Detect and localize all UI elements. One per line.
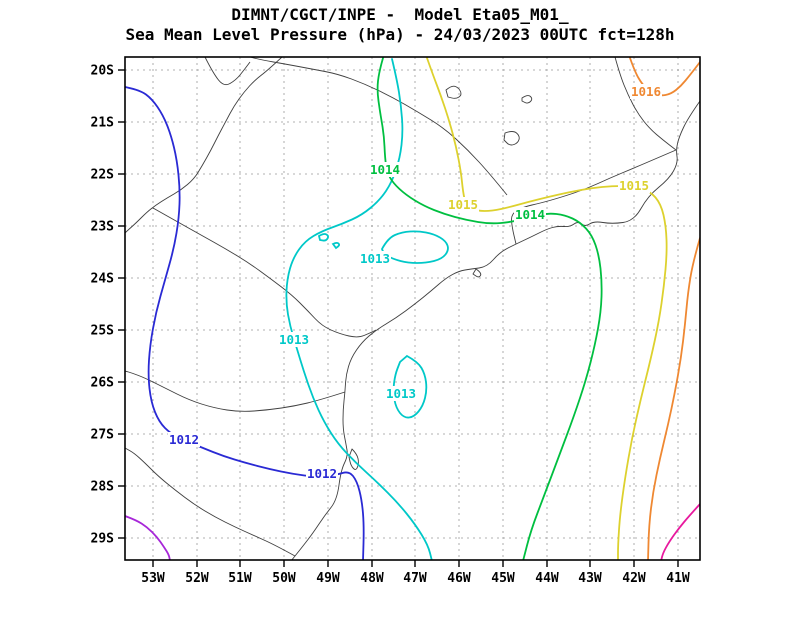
isobar-1013: [381, 230, 449, 264]
isobar-label: 1012: [169, 432, 199, 447]
coastline-and-borders: [125, 57, 700, 560]
isobar-contours: [125, 57, 700, 560]
isobar-label: 1014: [515, 207, 545, 222]
y-tick-label: 28S: [91, 480, 115, 495]
map-frame: [124, 56, 701, 561]
geo-lake-3: [521, 95, 533, 104]
isobar-label-bg: [369, 162, 401, 177]
isobar-1013: [317, 233, 329, 242]
isobar-label-bg: [306, 466, 338, 481]
x-tick-label: 52W: [185, 571, 209, 586]
y-tick-label: 25S: [91, 324, 115, 339]
isobar-label-bg: [359, 251, 391, 266]
x-tick-label: 41W: [666, 571, 690, 586]
axis-ticks-and-labels: 53W 52W 51W 50W 49W 48W 47W 46W 45W 44W 43W 42W 41W 2…: [91, 64, 690, 587]
x-tick-label: 45W: [491, 571, 515, 586]
y-tick-label: 20S: [91, 64, 115, 79]
geo-border-sc-rs: [125, 447, 296, 557]
x-tick-label: 48W: [360, 571, 384, 586]
lat-lon-gridlines: [125, 57, 700, 560]
isobar-label: 1013: [386, 386, 416, 401]
isobar-label-bg: [514, 207, 546, 222]
geo-florianopolis-island: [348, 448, 359, 470]
y-tick-label: 24S: [91, 272, 115, 287]
isobar-label-bg: [168, 432, 200, 447]
y-tick-label: 29S: [91, 532, 115, 547]
isobar-label: 1012: [307, 466, 337, 481]
isobar-1014: [376, 57, 603, 560]
x-tick-label: 42W: [622, 571, 646, 586]
y-tick-label: 27S: [91, 428, 115, 443]
geo-ilhabela-island: [472, 268, 482, 278]
isobar-label-bg: [630, 84, 662, 99]
isobar-1015: [426, 57, 668, 560]
x-tick-label: 50W: [272, 571, 296, 586]
isobar-1011: [125, 515, 171, 560]
x-tick-label: 47W: [403, 571, 427, 586]
isobar-1016: [629, 57, 700, 97]
geo-border-mg-rj-sp: [511, 149, 677, 245]
isobar-label: 1015: [448, 197, 478, 212]
y-tick-label: 26S: [91, 376, 115, 391]
chart-header: DIMNT/CGCT/INPE - Model Eta05_M01_ Sea M…: [0, 5, 800, 45]
isobar-labels: 1012 1012 1013 1013 1013 1014 1014 1015 1015 1016: [168, 84, 662, 481]
x-tick-label: 51W: [228, 571, 252, 586]
isobar-label-bg: [385, 386, 417, 401]
geo-border-pr-sc: [125, 370, 346, 412]
geo-border-mg-es: [614, 57, 677, 151]
chart-subtitle: Sea Mean Level Pressure (hPa) - 24/03/20…: [125, 25, 675, 44]
isobar-label-bg: [618, 178, 650, 193]
geo-border-parana-river: [125, 57, 283, 234]
geo-coastline: [291, 100, 700, 560]
geo-lake-2: [503, 131, 520, 146]
isobar-1016: [647, 237, 700, 560]
y-tick-label: 21S: [91, 116, 115, 131]
x-tick-label: 44W: [535, 571, 559, 586]
isobar-label: 1014: [370, 162, 400, 177]
isobar-1013: [331, 241, 341, 250]
x-tick-label: 43W: [578, 571, 602, 586]
isobar-1017: [660, 503, 700, 560]
y-tick-label: 22S: [91, 168, 115, 183]
isobar-label: 1015: [619, 178, 649, 193]
geo-lake-1: [445, 85, 462, 99]
y-tick-label: 23S: [91, 220, 115, 235]
chart-title: DIMNT/CGCT/INPE - Model Eta05_M01_: [231, 5, 569, 24]
x-tick-label: 46W: [447, 571, 471, 586]
x-tick-label: 53W: [141, 571, 165, 586]
isobar-label-bg: [278, 332, 310, 347]
isobar-label: 1016: [631, 84, 661, 99]
isobar-label: 1013: [279, 332, 309, 347]
geo-border-sp-pr: [152, 207, 377, 338]
isobar-label: 1013: [360, 251, 390, 266]
x-tick-label: 49W: [316, 571, 340, 586]
geo-border-top-left: [204, 57, 251, 86]
isobar-label-bg: [447, 197, 479, 212]
